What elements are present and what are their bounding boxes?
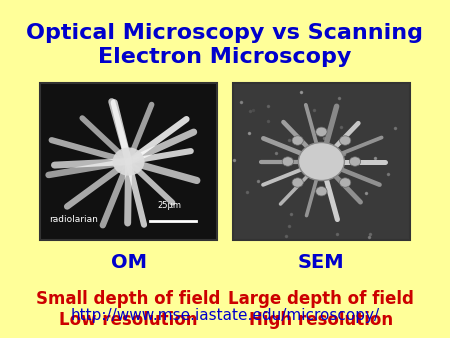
Ellipse shape	[112, 147, 144, 176]
Circle shape	[339, 136, 351, 145]
Text: SEM: SEM	[298, 253, 345, 272]
Circle shape	[316, 187, 327, 196]
Text: radiolarian: radiolarian	[49, 215, 98, 224]
Circle shape	[298, 143, 344, 180]
Text: OM: OM	[111, 253, 147, 272]
Text: 25μm: 25μm	[157, 201, 181, 210]
Text: Large depth of field
High resolution: Large depth of field High resolution	[229, 290, 414, 329]
Text: http://www.mse.iastate.edu/microscopy/: http://www.mse.iastate.edu/microscopy/	[71, 308, 379, 323]
Circle shape	[282, 157, 293, 166]
Bar	[233, 83, 410, 240]
Circle shape	[339, 178, 351, 187]
Circle shape	[292, 178, 303, 187]
Bar	[40, 83, 217, 240]
Circle shape	[292, 136, 303, 145]
Text: Small depth of field
Low resolution: Small depth of field Low resolution	[36, 290, 221, 329]
Circle shape	[316, 127, 327, 137]
Text: Optical Microscopy vs Scanning
Electron Microscopy: Optical Microscopy vs Scanning Electron …	[27, 23, 423, 67]
Circle shape	[349, 157, 360, 166]
